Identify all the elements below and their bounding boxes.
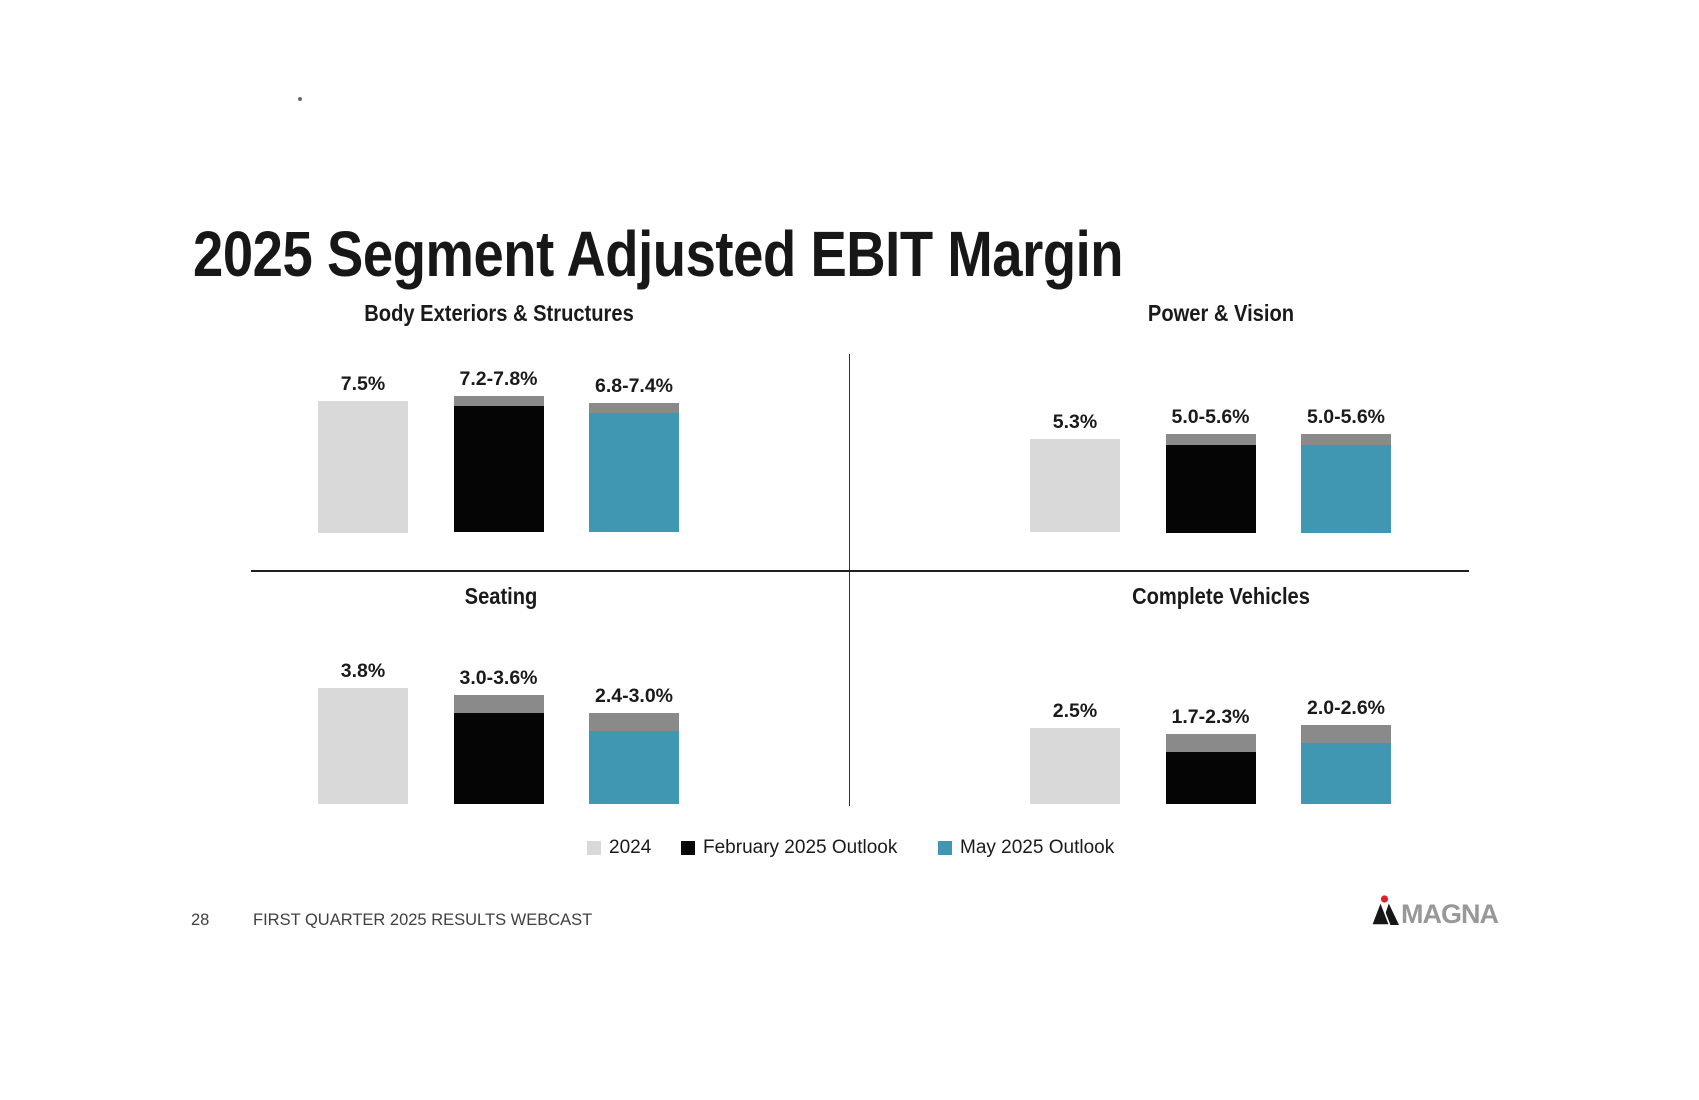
bar-value-label: 7.2-7.8% (459, 367, 538, 390)
magna-wordmark: MAGNA (1401, 899, 1499, 929)
legend-swatch-may-2025-outlook (938, 841, 952, 855)
legend-swatch-2024 (587, 841, 601, 855)
legend-item-2024: 2024 (587, 837, 652, 858)
bar-value-label: 5.3% (1052, 411, 1098, 434)
bar-value-label: 2.5% (1052, 700, 1098, 722)
bar-february-2025-outlook (1165, 752, 1256, 804)
bar-may-2025-outlook (589, 413, 679, 533)
legend-swatch-february-2025-outlook (681, 841, 695, 855)
chart-title-seating: Seating (464, 583, 538, 609)
bar-range-cap (453, 395, 544, 407)
bar-value-label: 5.0-5.6% (1306, 406, 1386, 429)
chart-title-complete-vehicles: Complete Vehicles (1132, 583, 1310, 609)
bar-2024 (1030, 439, 1120, 533)
bar-may-2025-outlook (589, 731, 679, 804)
chart-title-body-exteriors-structures: Body Exteriors & Structures (364, 300, 634, 326)
bar-2024 (318, 688, 408, 804)
bar-february-2025-outlook (453, 406, 544, 533)
quadrant-divider-horizontal (251, 569, 1469, 573)
bar-february-2025-outlook (1165, 444, 1256, 533)
bar-value-label: 2.4-3.0% (594, 684, 674, 707)
bar-value-label: 5.0-5.6% (1171, 406, 1250, 429)
bar-2024 (318, 400, 408, 533)
bar-february-2025-outlook (453, 712, 544, 804)
legend-item-february-2025-outlook: February 2025 Outlook (681, 837, 898, 858)
bar-2024 (1030, 728, 1120, 804)
magna-red-dot-icon (1380, 895, 1389, 903)
bar-range-cap (589, 402, 679, 414)
magna-m-mark-icon (1371, 895, 1399, 926)
page-title: 2025 Segment Adjusted EBIT Margin (193, 217, 1124, 290)
bar-value-label: 6.8-7.4% (594, 374, 674, 397)
bar-value-label: 2.0-2.6% (1306, 696, 1386, 719)
legend-label: February 2025 Outlook (703, 837, 898, 858)
quadrant-divider-vertical (848, 354, 851, 806)
bar-range-cap (589, 712, 679, 732)
bar-range-cap (1165, 734, 1256, 753)
bar-range-cap (1301, 724, 1391, 744)
bar-may-2025-outlook (1301, 444, 1391, 533)
bar-range-cap (1165, 434, 1256, 445)
bar-range-cap (1301, 434, 1391, 445)
legend-label: 2024 (609, 837, 652, 858)
footer-title: FIRST QUARTER 2025 RESULTS WEBCAST (253, 911, 593, 929)
bar-value-label: 3.0-3.6% (459, 666, 538, 689)
bar-value-label: 7.5% (340, 372, 386, 395)
bar-value-label: 3.8% (340, 660, 386, 683)
legend-label: May 2025 Outlook (960, 837, 1115, 858)
legend-item-may-2025-outlook: May 2025 Outlook (938, 837, 1115, 858)
bar-range-cap (453, 694, 544, 713)
bar-may-2025-outlook (1301, 743, 1391, 804)
stray-mark (298, 97, 302, 101)
page-number: 28 (191, 911, 210, 929)
chart-title-power-vision: Power & Vision (1147, 300, 1295, 326)
bar-value-label: 1.7-2.3% (1171, 706, 1250, 729)
